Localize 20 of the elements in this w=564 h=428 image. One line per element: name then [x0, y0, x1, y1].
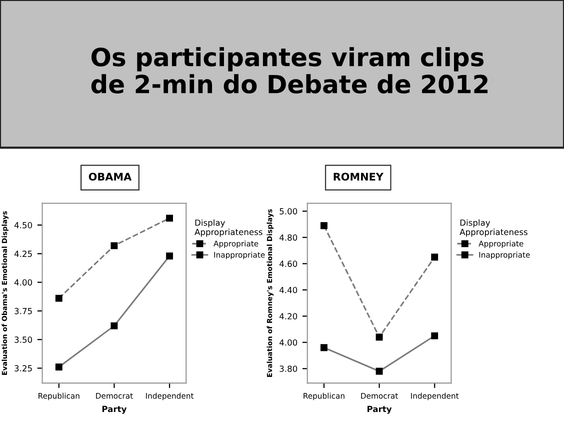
y-tick-label: 4.50 — [14, 222, 32, 228]
y-tick-label: 3.25 — [14, 365, 32, 372]
y-tick-label: 4.20 — [280, 313, 298, 320]
y-tick-label: 3.80 — [280, 366, 298, 372]
y-tick-label: 4.80 — [280, 234, 298, 241]
legend-title: Display Appropriateness — [194, 219, 262, 237]
y-tick-label: 3.50 — [14, 336, 32, 343]
y-tick-label: 4.25 — [14, 250, 32, 257]
x-axis-title: Party — [368, 406, 392, 414]
x-axis-title: Party — [102, 406, 127, 414]
chart-title: ROMNEY — [334, 172, 384, 181]
text: Os participantes viram clips de 2-min do Debate de 2012 — [91, 47, 488, 94]
y-tick-label: 4.40 — [280, 286, 298, 294]
y-tick-label: 4.00 — [280, 339, 298, 346]
y-tick-label: 4.60 — [280, 260, 298, 267]
y-tick-label: 5.00 — [280, 208, 298, 214]
chart-title: OBAMA — [88, 172, 132, 181]
y-tick-label: 3.75 — [14, 308, 32, 314]
legend-title: Display Appropriateness — [460, 219, 528, 237]
y-tick-label: 4.00 — [14, 279, 32, 286]
